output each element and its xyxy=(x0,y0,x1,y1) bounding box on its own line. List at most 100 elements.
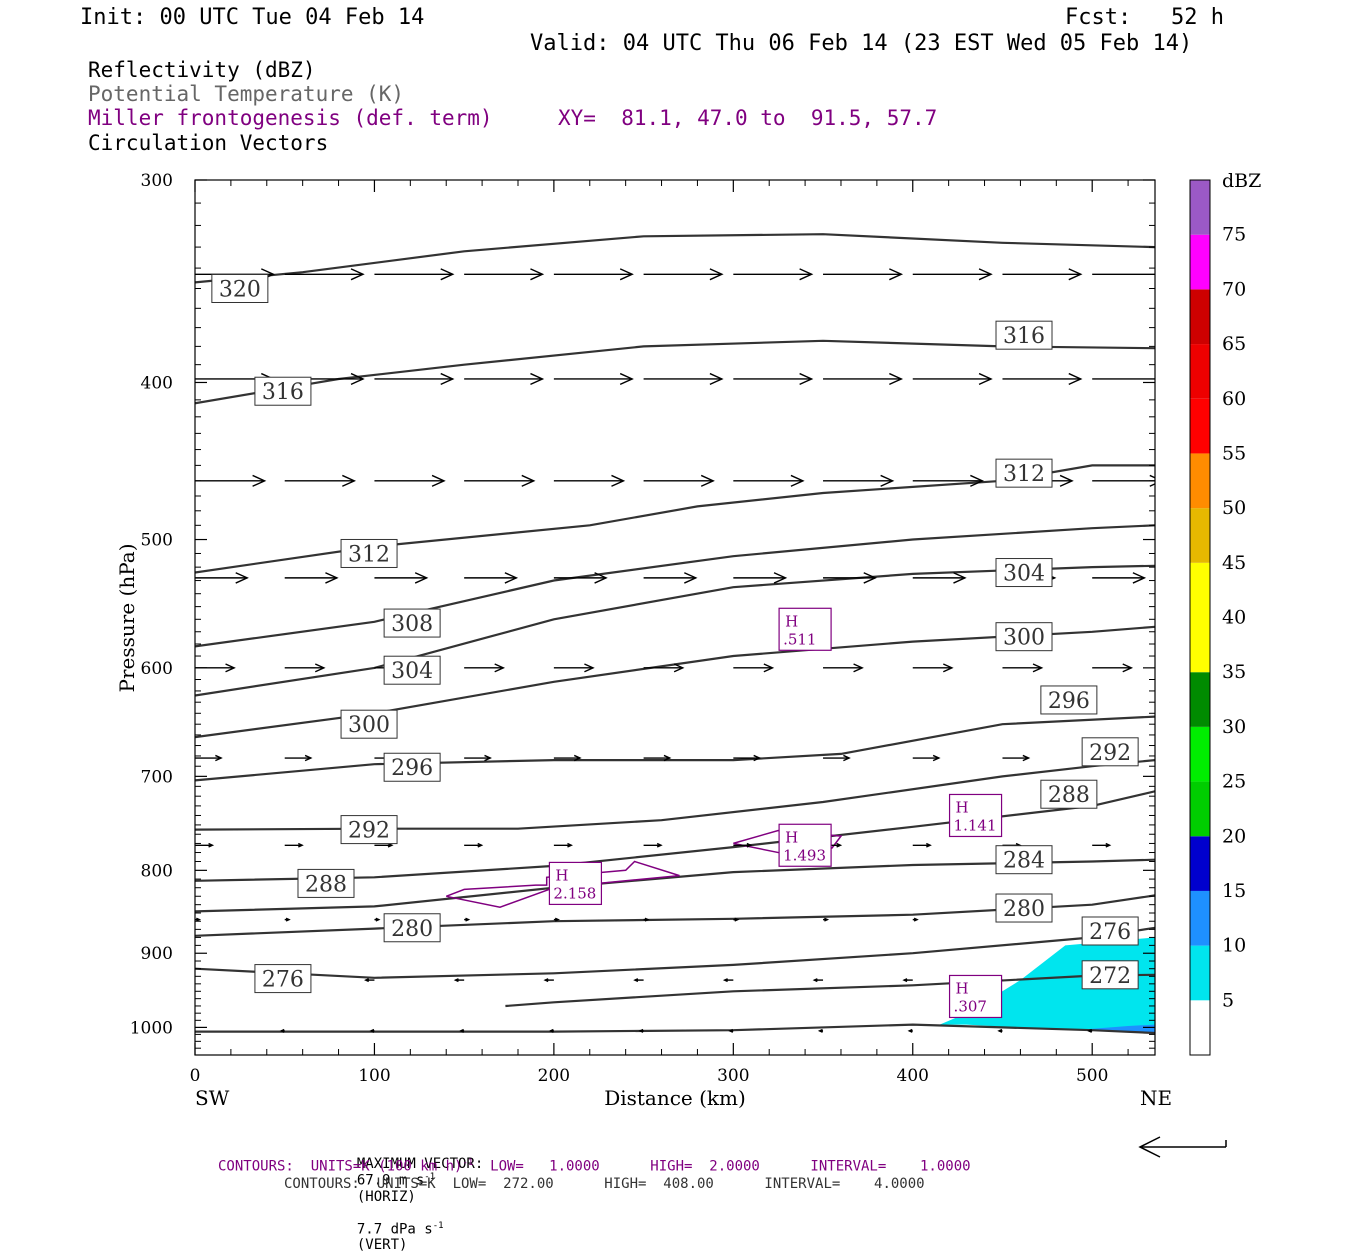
theta-label: 304 xyxy=(995,558,1053,588)
circulation-vector xyxy=(907,1028,913,1033)
circulation-vector xyxy=(553,663,595,673)
theta-contour-284 xyxy=(195,858,1155,913)
theta-label-text: 308 xyxy=(391,612,433,637)
x-end-label-ne: NE xyxy=(1140,1086,1172,1110)
theta-label: 308 xyxy=(383,608,441,638)
max-vector-label: MAXIMUM VECTOR: xyxy=(356,1156,484,1172)
frontogenesis-maximum: H.511 xyxy=(778,607,832,651)
frontogenesis-max-value: 1.493 xyxy=(783,846,826,864)
theta-label-text: 320 xyxy=(219,277,261,302)
circulation-vector xyxy=(912,842,932,848)
colorbar-bin xyxy=(1190,562,1210,618)
theta-label-text: 276 xyxy=(1089,920,1131,945)
circulation-vector xyxy=(284,663,326,673)
circulation-vector xyxy=(728,1028,734,1033)
frontogenesis-maximum: H1.493 xyxy=(778,823,832,867)
colorbar-label: 70 xyxy=(1222,278,1246,300)
circulation-vector xyxy=(643,754,672,762)
colorbar-bin xyxy=(1190,836,1210,891)
circulation-vector xyxy=(912,572,967,584)
circulation-vector xyxy=(374,474,446,487)
circulation-vector xyxy=(553,474,626,487)
circulation-vector xyxy=(733,663,775,673)
circulation-vector xyxy=(464,917,471,922)
frontogenesis-max-value: .511 xyxy=(783,630,816,648)
theta-contour-308 xyxy=(195,524,1155,648)
circulation-vector xyxy=(195,917,202,922)
cross-section-chart: 3203163163123123083043043003002962962922… xyxy=(115,170,1261,1158)
circulation-vector xyxy=(548,1028,554,1033)
circulation-vector xyxy=(284,917,291,922)
circulation-vector xyxy=(643,572,698,584)
circulation-vector xyxy=(643,474,715,487)
theta-label: 312 xyxy=(340,538,398,568)
fgen-units-exponent: -1 xyxy=(462,1158,474,1168)
circulation-vector xyxy=(453,978,465,983)
circulation-vector xyxy=(733,917,740,922)
circulation-vector xyxy=(464,474,536,487)
theta-label-text: 316 xyxy=(262,380,304,405)
theta-label: 288 xyxy=(297,868,355,898)
circulation-vector xyxy=(1002,663,1044,673)
max-vector-line: MAXIMUM VECTOR: 67.9 m s-1 (HORIZ) 7.7 d… xyxy=(340,1140,483,1253)
circulation-vector xyxy=(902,978,913,983)
frontogenesis-max-value: 1.141 xyxy=(954,816,997,834)
y-tick-label: 300 xyxy=(141,171,173,191)
theta-label-text: 304 xyxy=(1003,562,1045,587)
frontogenesis-max-value: 2.158 xyxy=(553,884,596,902)
circulation-vector xyxy=(823,917,830,922)
circulation-vector xyxy=(823,572,877,584)
theta-label-text: 300 xyxy=(348,713,390,738)
colorbar-label: 50 xyxy=(1222,497,1246,519)
colorbar-label: 75 xyxy=(1222,224,1246,246)
colorbar-label: 60 xyxy=(1222,388,1246,410)
init-time: Init: 00 UTC Tue 04 Feb 14 xyxy=(80,5,425,30)
theta-label-text: 316 xyxy=(1003,324,1045,349)
colorbar-label: 25 xyxy=(1222,771,1246,793)
theta-label-text: 284 xyxy=(1003,849,1045,874)
frontogenesis-maximum: H.307 xyxy=(948,974,1003,1019)
colorbar-bin xyxy=(1190,617,1210,673)
circulation-vector xyxy=(553,842,573,848)
theta-label-text: 292 xyxy=(348,819,390,844)
theta-label: 288 xyxy=(1040,779,1098,809)
circulation-vector xyxy=(553,372,634,385)
frontogenesis-max-value: .307 xyxy=(954,997,987,1015)
theta-label-text: 300 xyxy=(1003,626,1045,651)
circulation-vector xyxy=(638,1028,644,1033)
circulation-vector xyxy=(553,754,582,762)
cross-section-endpoints: XY= 81.1, 47.0 to 91.5, 57.7 xyxy=(558,106,938,130)
circulation-vector xyxy=(279,1028,285,1033)
circulation-vector xyxy=(643,842,663,848)
circulation-vector xyxy=(464,754,492,762)
colorbar-bin xyxy=(1190,398,1210,454)
circulation-vector xyxy=(823,372,904,385)
vert-unit-exponent: -1 xyxy=(432,1220,444,1231)
circulation-vector xyxy=(1092,378,1155,380)
circulation-vector xyxy=(912,268,993,281)
circulation-vector xyxy=(912,917,919,922)
theta-label: 280 xyxy=(995,893,1053,923)
circulation-vector xyxy=(733,572,788,584)
circulation-vector xyxy=(733,754,762,762)
y-tick-label: 900 xyxy=(141,944,173,964)
theta-label-text: 280 xyxy=(1003,897,1045,922)
colorbar-bin xyxy=(1190,1000,1210,1055)
frontogenesis-contour-info: CONTOURS: UNITS=K (100 km h)-1 LOW= 1.00… xyxy=(218,1158,971,1175)
colorbar-label: 45 xyxy=(1222,552,1246,574)
theta-label: 320 xyxy=(211,273,269,303)
x-tick-label: 200 xyxy=(538,1066,570,1086)
circulation-vector xyxy=(458,1028,465,1033)
circulation-vector xyxy=(1002,268,1083,281)
circulation-vector xyxy=(284,268,365,281)
theta-label-text: 312 xyxy=(348,542,390,567)
circulation-vector xyxy=(1092,842,1112,848)
theta-label-text: 276 xyxy=(262,968,304,993)
theta-label: 272 xyxy=(1081,960,1139,990)
colorbar-label: 15 xyxy=(1222,880,1246,902)
x-end-label-sw: SW xyxy=(195,1086,230,1110)
theta-label: 280 xyxy=(383,913,441,943)
y-tick-label: 500 xyxy=(141,531,173,551)
theta-label: 284 xyxy=(995,845,1053,875)
circulation-vector xyxy=(195,754,223,762)
